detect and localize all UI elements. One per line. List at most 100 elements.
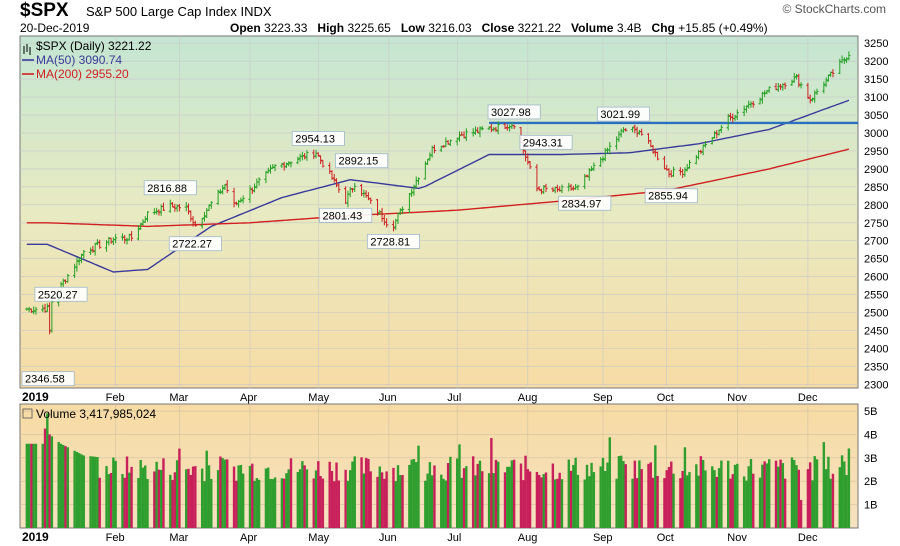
volume-bar: [267, 467, 270, 528]
price-ytick-label: 2400: [864, 343, 888, 355]
volume-bar: [551, 463, 555, 528]
month-label: Dec: [798, 392, 818, 404]
volume-bar: [25, 443, 29, 528]
annotation-box: [34, 286, 88, 302]
month-label: Jul: [447, 532, 461, 544]
volume-bar: [169, 474, 172, 528]
volume-bar: [845, 475, 848, 528]
volume-bar: [686, 475, 689, 528]
volume-bar: [701, 459, 705, 528]
volume-bar: [699, 456, 703, 528]
volume-bar: [346, 480, 350, 528]
volume-bar: [380, 472, 384, 528]
price-ytick-label: 2450: [864, 326, 888, 338]
volume-bar: [221, 458, 224, 528]
volume-bar: [353, 456, 356, 528]
volume-bar: [558, 472, 561, 528]
volume-bar: [490, 438, 493, 528]
volume-bar: [91, 456, 95, 528]
volume-bar: [765, 463, 769, 528]
volume-bar: [838, 467, 841, 528]
volume-bar: [651, 477, 655, 528]
legend-price: $SPX (Daily) 3221.22: [36, 39, 152, 53]
volume-bar: [287, 469, 290, 528]
volume-bar: [105, 466, 108, 528]
volume-bar: [348, 470, 352, 528]
month-label: Apr: [240, 532, 257, 544]
volume-bar: [264, 468, 268, 528]
volume-bar: [492, 473, 495, 528]
volume-bar: [487, 473, 491, 528]
volume-bar: [458, 444, 461, 528]
annotation-box: [558, 195, 612, 211]
volume-bar: [253, 480, 256, 528]
volume-bar: [649, 462, 652, 528]
index-name: S&P 500 Large Cap Index INDX: [86, 4, 272, 19]
volume-bar: [449, 456, 452, 528]
volume-bar: [362, 473, 366, 528]
annotation-box: [366, 233, 420, 249]
volume-bar: [369, 471, 372, 528]
chart-date: 20-Dec-2019: [20, 21, 90, 35]
volume-bar: [289, 458, 293, 528]
price-ytick-label: 3000: [864, 128, 888, 140]
volume-bar: [667, 466, 671, 528]
volume-bar: [273, 477, 277, 528]
annotation-box: [487, 104, 541, 120]
volume-bar: [553, 479, 557, 528]
volume-bar: [130, 466, 133, 528]
annotation-label: 2954.13: [295, 133, 335, 145]
volume-bar: [428, 462, 432, 528]
price-ytick-label: 2650: [864, 254, 888, 266]
volume-bar: [50, 436, 54, 528]
volume-bar: [704, 470, 707, 528]
volume-bar: [799, 499, 803, 528]
price-ytick-label: 2500: [864, 308, 888, 320]
annotation-box: [168, 236, 222, 252]
volume-bar: [635, 478, 639, 528]
volume-bar: [187, 468, 190, 528]
volume-bar: [774, 460, 778, 528]
annotation-box: [291, 131, 345, 146]
symbol-title: $SPX: [20, 0, 69, 21]
volume-bar: [34, 443, 38, 528]
volume-bar: [125, 456, 129, 528]
volume-bar: [364, 457, 368, 528]
annotation-label: 3021.99: [600, 109, 640, 121]
volume-bar: [811, 480, 814, 528]
price-ytick-label: 2850: [864, 182, 888, 194]
ma50-line: [26, 99, 850, 273]
volume-bar: [663, 478, 666, 528]
annotation-label: 2728.81: [370, 236, 410, 248]
month-label: Sep: [593, 532, 613, 544]
volume-bar: [296, 472, 300, 528]
month-label: Oct: [657, 392, 674, 404]
volume-bar: [583, 479, 586, 528]
volume-bar: [503, 472, 507, 528]
volume-bar: [43, 428, 47, 528]
volume-bar: [806, 469, 810, 528]
volume-bar: [337, 480, 341, 528]
volume-bar: [542, 474, 545, 528]
ma200-line: [26, 148, 850, 228]
volume-bar: [80, 454, 83, 528]
month-label: Feb: [106, 532, 125, 544]
volume-bar: [711, 466, 714, 528]
month-label: Aug: [518, 392, 538, 404]
volume-bar: [444, 480, 448, 528]
price-ytick-label: 2750: [864, 218, 888, 230]
price-ytick-label: 2800: [864, 200, 888, 212]
volume-bar: [30, 443, 33, 528]
volume-bar: [78, 453, 81, 528]
volume-bar: [251, 463, 254, 528]
volume-bar: [59, 443, 63, 528]
volume-bar: [599, 466, 602, 528]
month-label: Mar: [169, 532, 188, 544]
volume-bar: [96, 456, 99, 528]
price-ytick-label: 3200: [864, 56, 888, 68]
volume-bar: [207, 465, 211, 528]
volume-bar: [401, 475, 404, 528]
volume-bar: [481, 471, 484, 528]
volume-bar: [795, 465, 798, 528]
volume-bar: [410, 459, 413, 528]
